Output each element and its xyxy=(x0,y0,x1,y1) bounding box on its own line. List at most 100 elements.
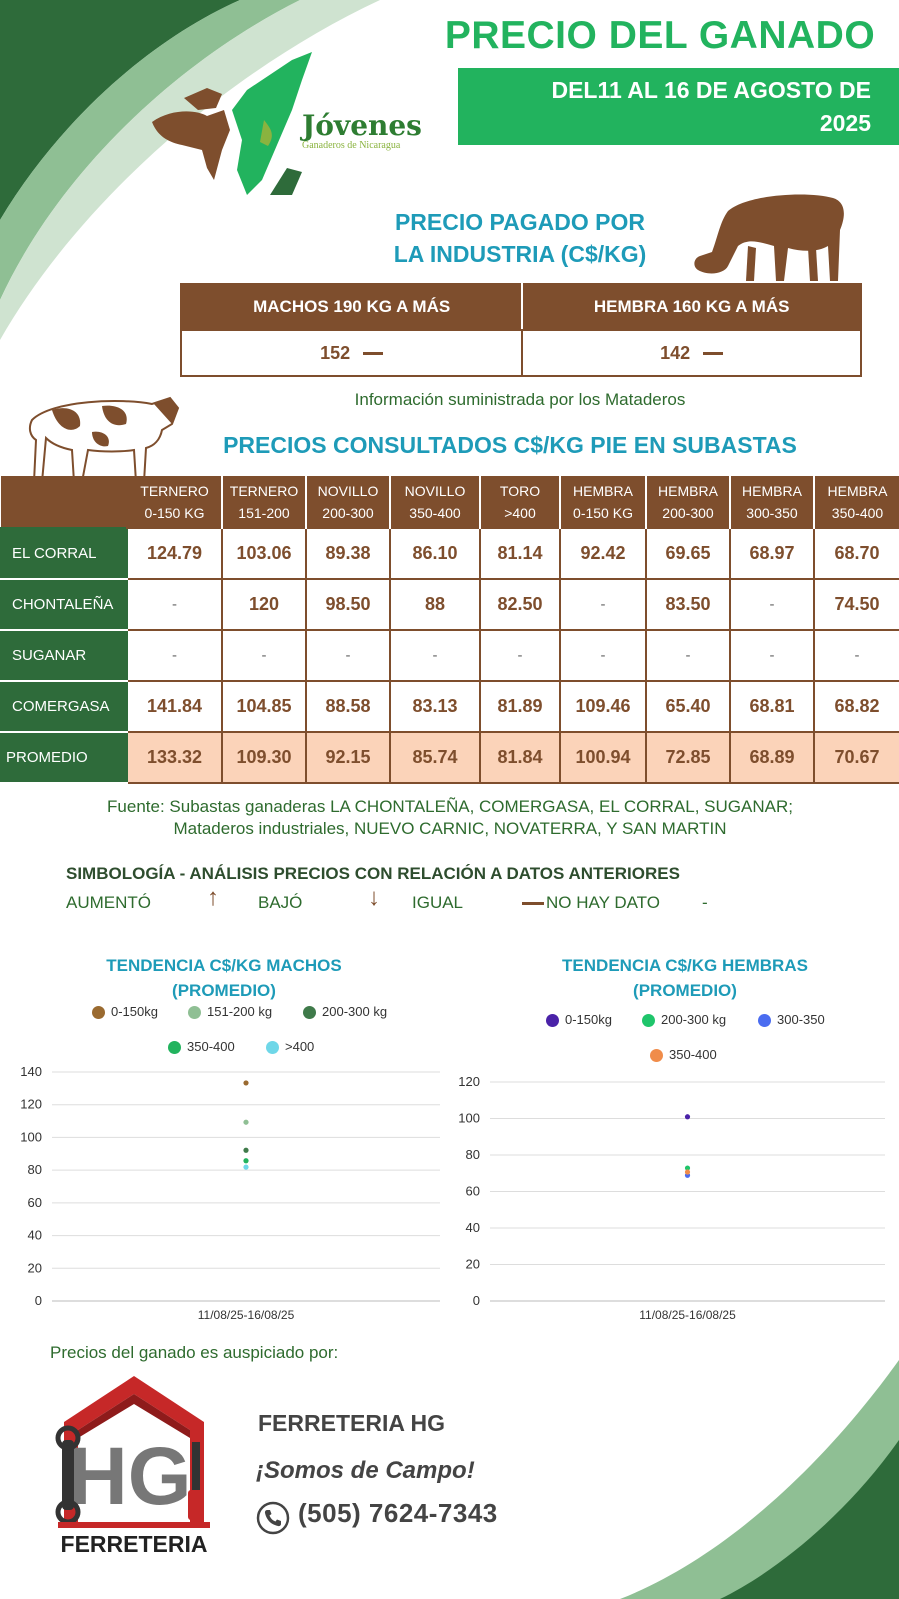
date-line-1: DEL11 AL 16 DE AGOSTO DE xyxy=(551,77,871,103)
legend-label: 350-400 xyxy=(187,1039,235,1054)
column-header-line-2: 0-150 KG xyxy=(144,504,205,521)
arrow-up-icon: ↑ xyxy=(207,884,219,911)
legend-dot xyxy=(650,1049,663,1063)
table-cell: 74.50 xyxy=(813,578,899,631)
equal-icon xyxy=(703,352,724,356)
table-cell: - xyxy=(221,629,307,682)
legend-label: 151-200 kg xyxy=(207,1004,273,1019)
legend-item: 350-400 xyxy=(168,1039,235,1055)
sponsor-intro: Precios del ganado es auspiciado por: xyxy=(50,1343,339,1362)
table-cell: 88 xyxy=(389,578,481,631)
auction-header-row: TERNERO 0-150 KG TERNERO 151-200 NOVILLO 20… xyxy=(1,476,899,528)
industry-note: Información suministrada por los Matader… xyxy=(354,390,686,409)
table-cell: - xyxy=(126,629,223,682)
y-tick-label: 20 xyxy=(466,1257,480,1272)
table-cell: 68.82 xyxy=(813,680,899,733)
table-cell: - xyxy=(559,629,647,682)
chart-males-title: TENDENCIA C$/KG MACHOS (PROMEDIO) xyxy=(64,953,384,1003)
ferreteria-hg-logo: HG FERRETERIA xyxy=(55,1376,210,1557)
y-tick-label: 40 xyxy=(466,1220,480,1235)
date-banner: DEL11 AL 16 DE AGOSTO DE 2025 xyxy=(458,68,899,145)
sponsor-slogan: ¡Somos de Campo! xyxy=(256,1457,475,1484)
table-cell: 85.74 xyxy=(389,731,481,784)
y-tick-label: 80 xyxy=(466,1147,480,1162)
table-cell: - xyxy=(479,629,561,682)
table-cell: - xyxy=(559,578,647,631)
table-cell: 92.42 xyxy=(559,527,647,580)
date-line-2: 2025 xyxy=(819,110,871,136)
column-header-line-2: 200-300 xyxy=(322,504,374,521)
legend-item: 151-200 kg xyxy=(188,1004,273,1020)
table-cell: 83.13 xyxy=(389,680,481,733)
table-cell: 68.81 xyxy=(729,680,815,733)
table-cell: - xyxy=(729,578,815,631)
column-header: TERNERO 151-200 xyxy=(222,476,307,528)
legend-dot xyxy=(168,1041,181,1055)
symbol-up-label: AUMENTÓ xyxy=(66,893,151,912)
auction-title: PRECIOS CONSULTADOS C$/KG PIE EN SUBASTA… xyxy=(223,432,797,458)
chart-females-title: TENDENCIA C$/KG HEMBRAS (PROMEDIO) xyxy=(520,953,850,1003)
y-tick-label: 120 xyxy=(458,1074,480,1089)
y-tick-label: 40 xyxy=(28,1228,42,1243)
legend-item: >400 xyxy=(266,1039,314,1055)
phone-icon xyxy=(256,1501,290,1535)
column-header: HEMBRA 300-350 xyxy=(730,476,815,528)
column-header-line-1: TERNERO xyxy=(229,482,299,499)
chart-females-title-line-2: (PROMEDIO) xyxy=(633,981,737,1000)
symbology-title: SIMBOLOGÍA - ANÁLISIS PRECIOS CON RELACI… xyxy=(66,864,680,883)
logo-letters-graphic: HG xyxy=(69,1431,192,1522)
cow-grazing-icon xyxy=(694,194,844,281)
industry-value-males-text: 152 xyxy=(320,342,351,363)
table-cell: 88.58 xyxy=(305,680,391,733)
column-header: HEMBRA 200-300 xyxy=(646,476,731,528)
legend-dot xyxy=(642,1014,655,1028)
row-header: SUGANAR xyxy=(0,629,128,682)
column-header-line-2: 0-150 KG xyxy=(573,504,633,521)
industry-title: PRECIO PAGADO POR LA INDUSTRIA (C$/KG) xyxy=(340,206,700,270)
column-header-line-2: 350-400 xyxy=(409,504,461,521)
table-cell: 68.70 xyxy=(813,527,899,580)
table-cell: 109.46 xyxy=(559,680,647,733)
column-header-line-2: 200-300 xyxy=(662,504,714,521)
legend-item: 300-350 xyxy=(758,1012,825,1028)
legend-dot xyxy=(546,1014,559,1028)
column-header: NOVILLO 200-300 xyxy=(306,476,391,528)
symbol-nodata-label: NO HAY DATO xyxy=(546,893,660,912)
source-note: Fuente: Subastas ganaderas LA CHONTALEÑA… xyxy=(40,796,860,840)
equal-icon xyxy=(363,352,384,356)
column-header: HEMBRA 0-150 KG xyxy=(560,476,647,528)
table-cell: 124.79 xyxy=(126,527,223,580)
column-header-line-2: 350-400 xyxy=(831,504,884,521)
table-cell: 86.10 xyxy=(389,527,481,580)
table-cell: 120 xyxy=(221,578,307,631)
data-point xyxy=(684,1114,691,1120)
table-cell: 100.94 xyxy=(559,731,647,784)
equal-bar-icon xyxy=(522,902,544,905)
column-header-line-1: NOVILLO xyxy=(317,482,379,499)
table-cell: 81.14 xyxy=(479,527,561,580)
industry-header-females: HEMBRA 160 KG A MÁS xyxy=(521,283,862,331)
data-point xyxy=(243,1119,249,1125)
x-tick-label: 11/08/25-16/08/25 xyxy=(198,1308,295,1322)
table-cell: - xyxy=(645,629,731,682)
table-cell: 104.85 xyxy=(221,680,307,733)
arrow-down-icon: ↓ xyxy=(368,884,380,911)
column-header-line-1: HEMBRA xyxy=(742,482,802,499)
column-header: NOVILLO 350-400 xyxy=(390,476,481,528)
y-tick-label: 100 xyxy=(458,1111,480,1126)
data-point xyxy=(243,1158,249,1164)
data-point xyxy=(684,1165,691,1171)
table-cell: 70.67 xyxy=(813,731,899,784)
table-row: COMERGASA 141.84 104.85 88.58 83.13 81.89 109.… xyxy=(0,680,899,733)
table-cell: 109.30 xyxy=(221,731,307,784)
table-cell: - xyxy=(813,629,899,682)
column-header-line-1: HEMBRA xyxy=(658,482,718,499)
y-tick-label: 60 xyxy=(466,1184,480,1199)
legend-dot xyxy=(188,1006,201,1020)
y-tick-label: 60 xyxy=(28,1195,42,1210)
table-cell: 81.84 xyxy=(479,731,561,784)
chart-females: 0 20 40 60 80 100 120 11/08/25-16/08/25 xyxy=(458,1074,885,1322)
legend-item: 0-150kg xyxy=(92,1004,158,1020)
table-cell: - xyxy=(389,629,481,682)
table-cell: - xyxy=(729,629,815,682)
